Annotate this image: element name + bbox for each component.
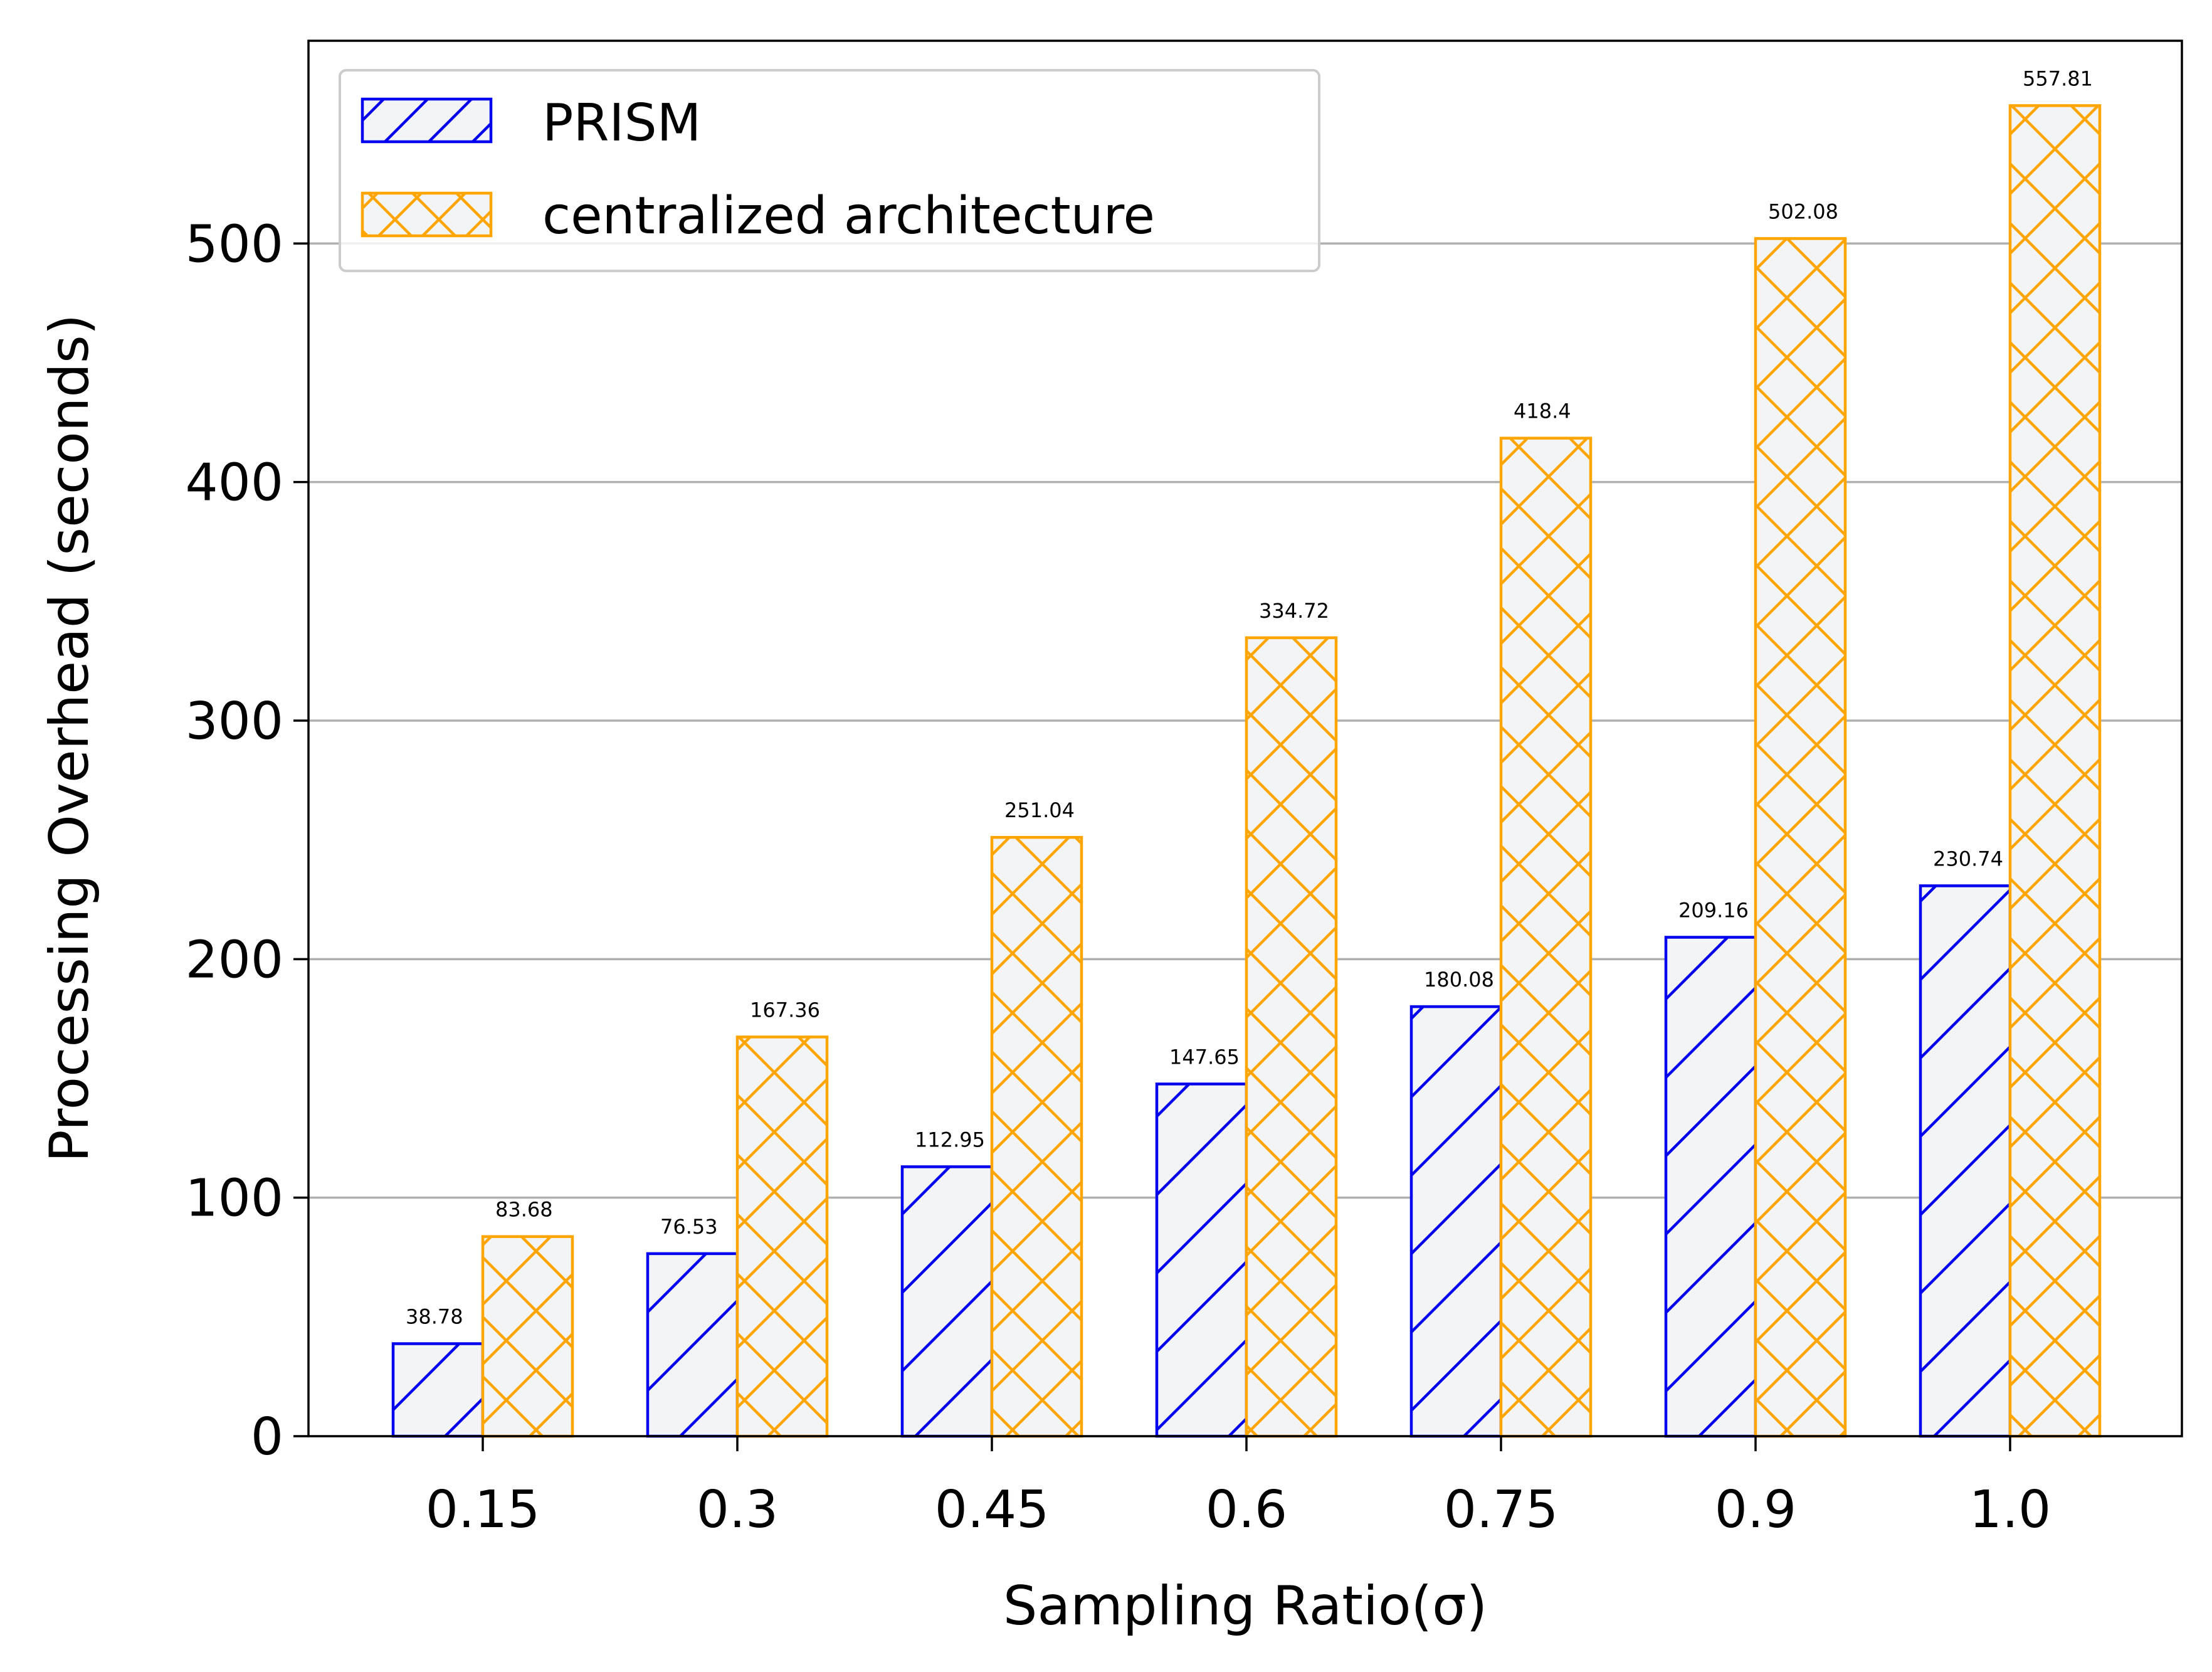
bar-prism-0.6 <box>1155 1082 1248 1438</box>
data-labels: 38.78 83.68 76.53 167.36 112.95 251.04 147.65 3… <box>406 66 2093 1328</box>
bar-centralized-0.15 <box>481 1235 574 1438</box>
data-label-prism-0.6: 147.65 <box>1169 1045 1240 1069</box>
data-label-centralized-0.45: 251.04 <box>1004 798 1075 822</box>
bar-prism-0.75 <box>1409 1005 1503 1438</box>
x-tick-label: 1.0 <box>1969 1480 2051 1540</box>
data-label-prism-0.45: 112.95 <box>915 1128 985 1151</box>
data-label-centralized-0.15: 83.68 <box>495 1198 553 1222</box>
legend-box <box>339 69 1320 272</box>
bar-centralized-1.0 <box>2008 104 2102 1438</box>
x-tick-label: 0.75 <box>1444 1480 1559 1540</box>
y-tick-label: 0 <box>251 1407 283 1467</box>
y-tick-label: 200 <box>185 930 283 990</box>
bar-prism-1.0 <box>1919 884 2012 1438</box>
data-label-centralized-0.6: 334.72 <box>1259 599 1329 623</box>
y-tick-label: 100 <box>185 1169 283 1229</box>
y-tick-label: 400 <box>185 453 283 513</box>
y-axis: 0 100 200 300 400 500 <box>185 214 308 1467</box>
bar-prism-0.9 <box>1664 936 1757 1438</box>
bar-prism-0.3 <box>646 1252 739 1438</box>
data-label-centralized-0.3: 167.36 <box>750 998 820 1022</box>
legend-label-prism: PRISM <box>542 93 701 153</box>
data-label-prism-1.0: 230.74 <box>1933 847 2003 870</box>
y-axis-title: Processing Overhead (seconds) <box>38 314 101 1163</box>
x-tick-label: 0.3 <box>697 1480 778 1540</box>
bar-centralized-0.6 <box>1245 636 1338 1438</box>
x-tick-label: 0.6 <box>1206 1480 1287 1540</box>
data-label-prism-0.3: 76.53 <box>660 1215 718 1239</box>
legend-label-centralized: centralized architecture <box>542 186 1155 246</box>
x-tick-label: 0.45 <box>935 1480 1050 1540</box>
bar-centralized-0.3 <box>735 1035 829 1438</box>
legend-swatch-centralized <box>361 191 493 238</box>
bar-centralized-0.9 <box>1754 237 1847 1438</box>
y-tick-label: 300 <box>185 692 283 751</box>
x-axis-title: Sampling Ratio(σ) <box>1003 1575 1487 1638</box>
bar-prism-0.15 <box>391 1342 485 1438</box>
legend: PRISM centralized architecture <box>339 69 1320 272</box>
y-tick-label: 500 <box>185 214 283 274</box>
bar-prism-0.45 <box>900 1165 994 1438</box>
bar-centralized-0.45 <box>990 835 1083 1438</box>
legend-swatch-prism <box>361 97 493 144</box>
data-label-centralized-0.9: 502.08 <box>1768 199 1838 223</box>
data-label-prism-0.9: 209.16 <box>1678 898 1749 922</box>
data-label-prism-0.75: 180.08 <box>1424 968 1494 992</box>
x-tick-label: 0.15 <box>426 1480 540 1540</box>
data-label-prism-0.15: 38.78 <box>406 1305 463 1329</box>
data-label-centralized-1.0: 557.81 <box>2023 66 2093 90</box>
x-axis: 0.15 0.3 0.45 0.6 0.75 0.9 1.0 <box>426 1436 2051 1540</box>
bars <box>391 104 2102 1438</box>
x-tick-label: 0.9 <box>1715 1480 1796 1540</box>
plot-frame <box>307 40 2183 1437</box>
data-label-centralized-0.75: 418.4 <box>1514 399 1571 423</box>
bar-centralized-0.75 <box>1499 437 1593 1438</box>
